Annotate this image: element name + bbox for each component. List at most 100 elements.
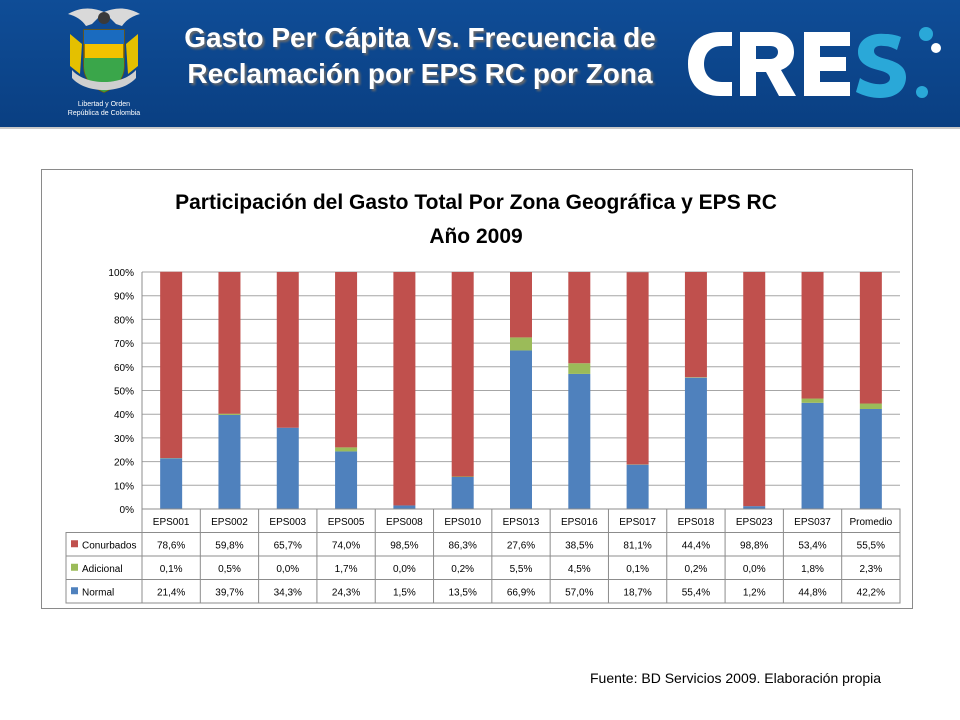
chart-subtitle: Año 2009 — [429, 225, 522, 248]
x-category-label: EPS037 — [794, 517, 831, 528]
bar-normal-eps002 — [218, 414, 241, 509]
x-category-label: EPS016 — [561, 517, 598, 528]
data-label: 44,4% — [682, 540, 710, 551]
bar-adicional-eps013 — [510, 337, 532, 351]
data-label: 34,3% — [274, 587, 302, 598]
data-label: 55,5% — [857, 540, 885, 551]
y-tick-label: 100% — [108, 268, 134, 279]
chart-frame: Participación del Gasto Total Por Zona G… — [41, 169, 913, 609]
x-category-label: EPS003 — [269, 517, 306, 528]
data-label: 21,4% — [157, 587, 185, 598]
bar-normal-eps023 — [743, 506, 766, 509]
data-label: 42,2% — [857, 587, 885, 598]
legend-label-conurbados: Conurbados — [82, 540, 136, 551]
bar-conurbados-eps002 — [218, 272, 241, 414]
bar-conurbados-eps001 — [160, 271, 183, 459]
x-category-label: EPS010 — [444, 517, 481, 528]
data-label: 57,0% — [565, 587, 593, 598]
data-label: 5,5% — [510, 564, 533, 575]
data-label: 65,7% — [274, 540, 302, 551]
data-label: 74,0% — [332, 540, 360, 551]
y-axis: 0% 10% 20% 30% 40% 50% 60% 70% 80% 90% 100% — [108, 268, 143, 516]
x-category-label: EPS001 — [153, 517, 190, 528]
x-category-label: EPS002 — [211, 517, 248, 528]
legend-label-normal: Normal — [82, 587, 114, 598]
source-note: Fuente: BD Servicios 2009. Elaboración p… — [590, 670, 882, 686]
bar-adicional-eps037 — [801, 398, 824, 403]
bar-normal-eps001 — [160, 458, 183, 509]
legend-label-adicional: Adicional — [82, 564, 123, 575]
data-label: 1,2% — [743, 587, 766, 598]
bar-conurbados-eps023 — [743, 272, 766, 507]
bar-normal-eps017 — [626, 464, 649, 509]
legend-swatch-adicional — [71, 563, 78, 571]
chart-title: Participación del Gasto Total Por Zona G… — [175, 191, 777, 214]
data-label: 44,8% — [798, 587, 826, 598]
slide-title: Gasto Per Cápita Vs. Frecuencia de Recla… — [184, 22, 656, 89]
data-label: 98,8% — [740, 540, 768, 551]
data-label: 0,0% — [276, 564, 299, 575]
data-label: 53,4% — [798, 540, 826, 551]
bar-conurbados-promedio — [859, 272, 882, 404]
y-tick-label: 10% — [114, 481, 134, 492]
y-tick-label: 30% — [114, 434, 134, 445]
bar-conurbados-eps013 — [510, 272, 532, 338]
x-category-label: EPS005 — [328, 517, 365, 528]
data-label: 18,7% — [623, 587, 651, 598]
bar-normal-eps013 — [510, 350, 532, 509]
x-category-label: EPS017 — [619, 517, 656, 528]
bar-series — [160, 271, 882, 509]
bar-normal-eps010 — [451, 477, 474, 509]
data-label: 0,1% — [160, 564, 183, 575]
bar-conurbados-eps037 — [801, 272, 824, 399]
bar-conurbados-eps017 — [626, 272, 649, 465]
data-label: 0,2% — [451, 564, 474, 575]
y-tick-label: 70% — [114, 339, 134, 350]
data-label: 86,3% — [449, 540, 477, 551]
x-category-label: EPS023 — [736, 517, 773, 528]
bar-conurbados-eps010 — [451, 272, 474, 477]
bar-conurbados-eps003 — [276, 272, 299, 428]
y-tick-label: 0% — [120, 505, 135, 516]
data-label: 0,2% — [685, 564, 708, 575]
data-label: 1,7% — [335, 564, 358, 575]
bar-adicional-eps016 — [568, 363, 591, 374]
bar-normal-eps005 — [335, 451, 358, 509]
bar-adicional-eps002 — [218, 413, 241, 415]
x-category-label: EPS013 — [503, 517, 540, 528]
chart-svg: Participación del Gasto Total Por Zona G… — [65, 191, 901, 604]
bar-conurbados-eps008 — [393, 272, 416, 506]
data-label: 98,5% — [390, 540, 418, 551]
legend-swatch-normal — [71, 587, 78, 595]
data-label: 0,0% — [393, 564, 416, 575]
bar-conurbados-eps016 — [568, 272, 591, 364]
data-table: EPS001 EPS002 EPS003 EPS005 EPS008 EPS010 EPS0… — [65, 508, 901, 604]
data-label: 2,3% — [859, 564, 882, 575]
bar-normal-eps008 — [393, 505, 416, 509]
bar-normal-eps016 — [568, 373, 591, 509]
x-category-label: EPS008 — [386, 517, 423, 528]
emblem-caption-line1: Libertad y Orden — [77, 101, 131, 108]
y-tick-label: 90% — [114, 292, 134, 303]
bar-normal-eps018 — [684, 377, 707, 509]
data-label: 4,5% — [568, 564, 591, 575]
data-label: 55,4% — [682, 587, 710, 598]
emblem-caption: Libertad y Orden República de Colombia — [50, 100, 158, 118]
data-label: 78,6% — [157, 540, 185, 551]
legend-swatch-conurbados — [71, 540, 78, 548]
cres-logo — [688, 27, 941, 98]
data-label: 39,7% — [215, 587, 243, 598]
y-tick-label: 80% — [114, 315, 134, 326]
y-tick-label: 20% — [114, 458, 134, 469]
data-label: 1,8% — [801, 564, 824, 575]
y-tick-label: 60% — [114, 363, 134, 374]
bar-normal-promedio — [859, 408, 882, 509]
data-label: 38,5% — [565, 540, 593, 551]
bar-conurbados-eps005 — [335, 272, 358, 448]
data-label: 59,8% — [215, 540, 243, 551]
x-category-label: EPS018 — [678, 517, 715, 528]
bar-adicional-eps005 — [335, 447, 358, 452]
x-category-label: Promedio — [849, 517, 892, 528]
bar-normal-eps003 — [276, 427, 299, 509]
bar-normal-eps037 — [801, 402, 824, 509]
